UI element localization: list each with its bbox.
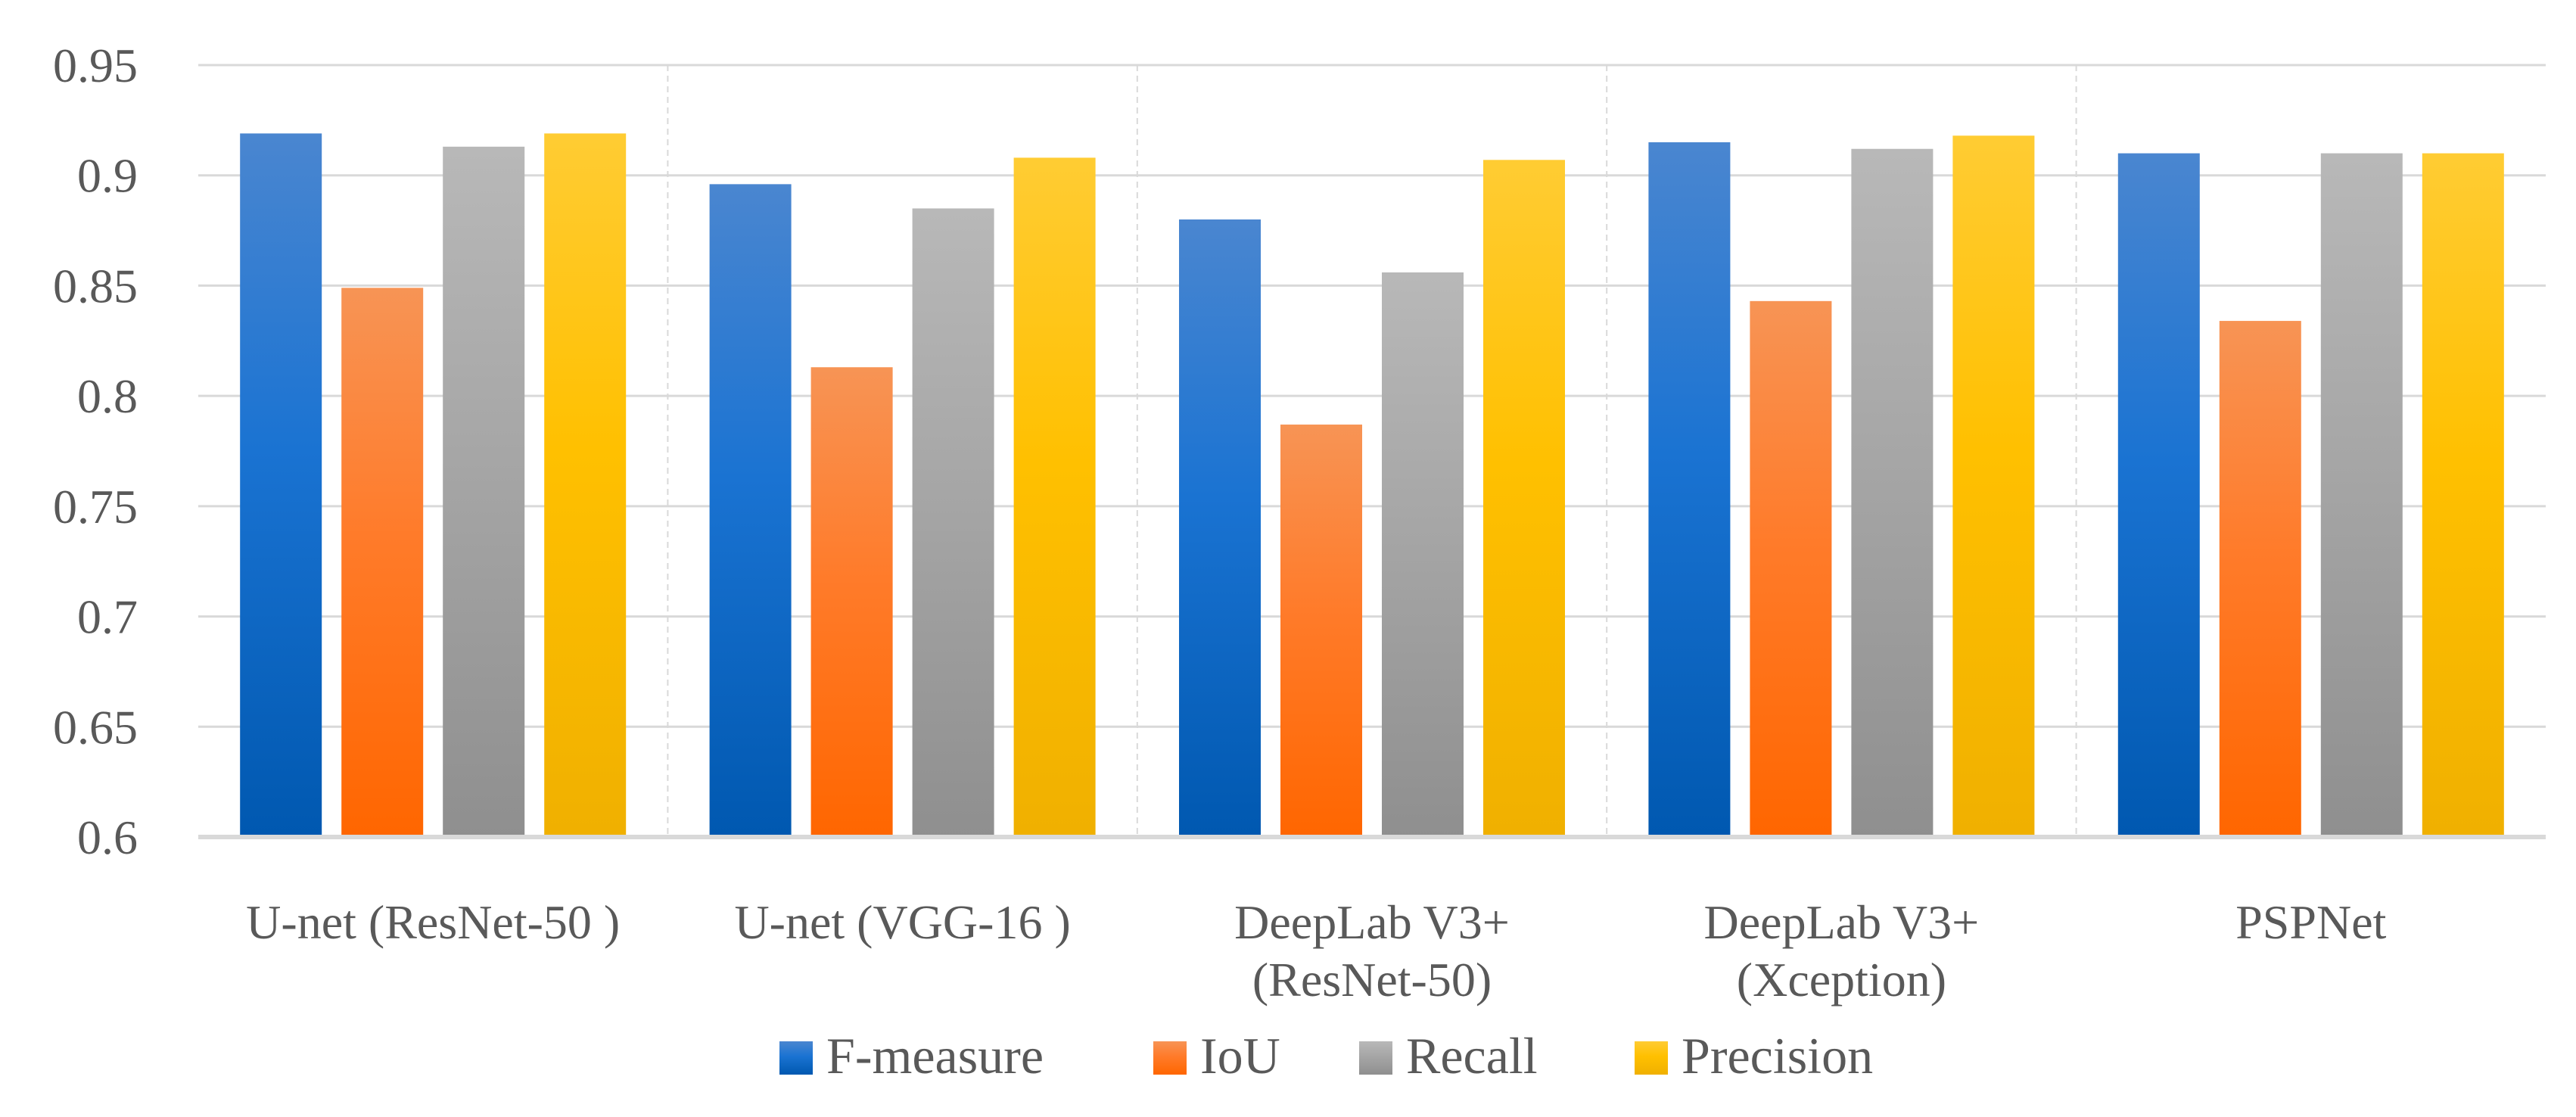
y-tick-label: 0.6 bbox=[77, 811, 138, 864]
axes: 0.6 0.65 0.7 0.75 0.8 0.85 0.9 0.95 U-net (ResNe… bbox=[53, 39, 2546, 1007]
bar-f-measure bbox=[1179, 219, 1261, 837]
x-tick-label: (ResNet-50) bbox=[1252, 953, 1492, 1007]
legend: F-measure IoU Recall Precision bbox=[779, 1027, 1873, 1084]
bar-recall bbox=[1382, 272, 1464, 837]
bar-iou bbox=[810, 367, 893, 837]
bar-iou bbox=[1750, 300, 1832, 837]
bar-recall bbox=[2320, 153, 2403, 838]
legend-label: F-measure bbox=[826, 1027, 1044, 1084]
bar-f-measure bbox=[1648, 142, 1731, 837]
y-tick-label: 0.7 bbox=[77, 590, 138, 644]
bar-iou bbox=[341, 288, 424, 837]
x-tick-label: (Xception) bbox=[1737, 953, 1946, 1007]
bar-iou bbox=[1280, 425, 1362, 837]
x-tick-label: U-net (ResNet-50 ) bbox=[246, 895, 620, 949]
y-tick-label: 0.95 bbox=[53, 39, 138, 92]
legend-swatch bbox=[1359, 1041, 1392, 1075]
y-tick-label: 0.9 bbox=[77, 149, 138, 203]
legend-swatch bbox=[1153, 1041, 1187, 1075]
bar-iou bbox=[2219, 321, 2301, 837]
y-tick-label: 0.8 bbox=[77, 369, 138, 423]
legend-swatch bbox=[779, 1041, 813, 1075]
y-tick-label: 0.85 bbox=[53, 259, 138, 313]
y-tick-label: 0.75 bbox=[53, 480, 138, 534]
bar-precision bbox=[2422, 153, 2504, 838]
bar-precision bbox=[544, 133, 627, 838]
bar-f-measure bbox=[709, 184, 792, 837]
x-tick-label: U-net (VGG-16 ) bbox=[734, 895, 1070, 949]
y-tick-label: 0.65 bbox=[53, 700, 138, 754]
bars bbox=[240, 133, 2504, 838]
bar-recall bbox=[912, 208, 994, 837]
legend-label: Recall bbox=[1406, 1027, 1538, 1084]
bar-precision bbox=[1483, 160, 1565, 838]
bar-precision bbox=[1952, 135, 2035, 837]
x-tick-label: PSPNet bbox=[2235, 895, 2386, 949]
x-tick-label: DeepLab V3+ bbox=[1704, 895, 1980, 949]
legend-label: Precision bbox=[1682, 1027, 1873, 1084]
legend-swatch bbox=[1635, 1041, 1668, 1075]
x-tick-label: DeepLab V3+ bbox=[1234, 895, 1510, 949]
bar-recall bbox=[1851, 148, 1934, 837]
legend-label: IoU bbox=[1200, 1027, 1280, 1084]
bar-f-measure bbox=[240, 133, 322, 838]
bar-precision bbox=[1013, 157, 1096, 837]
bar-recall bbox=[443, 146, 525, 838]
bar-f-measure bbox=[2117, 153, 2200, 838]
